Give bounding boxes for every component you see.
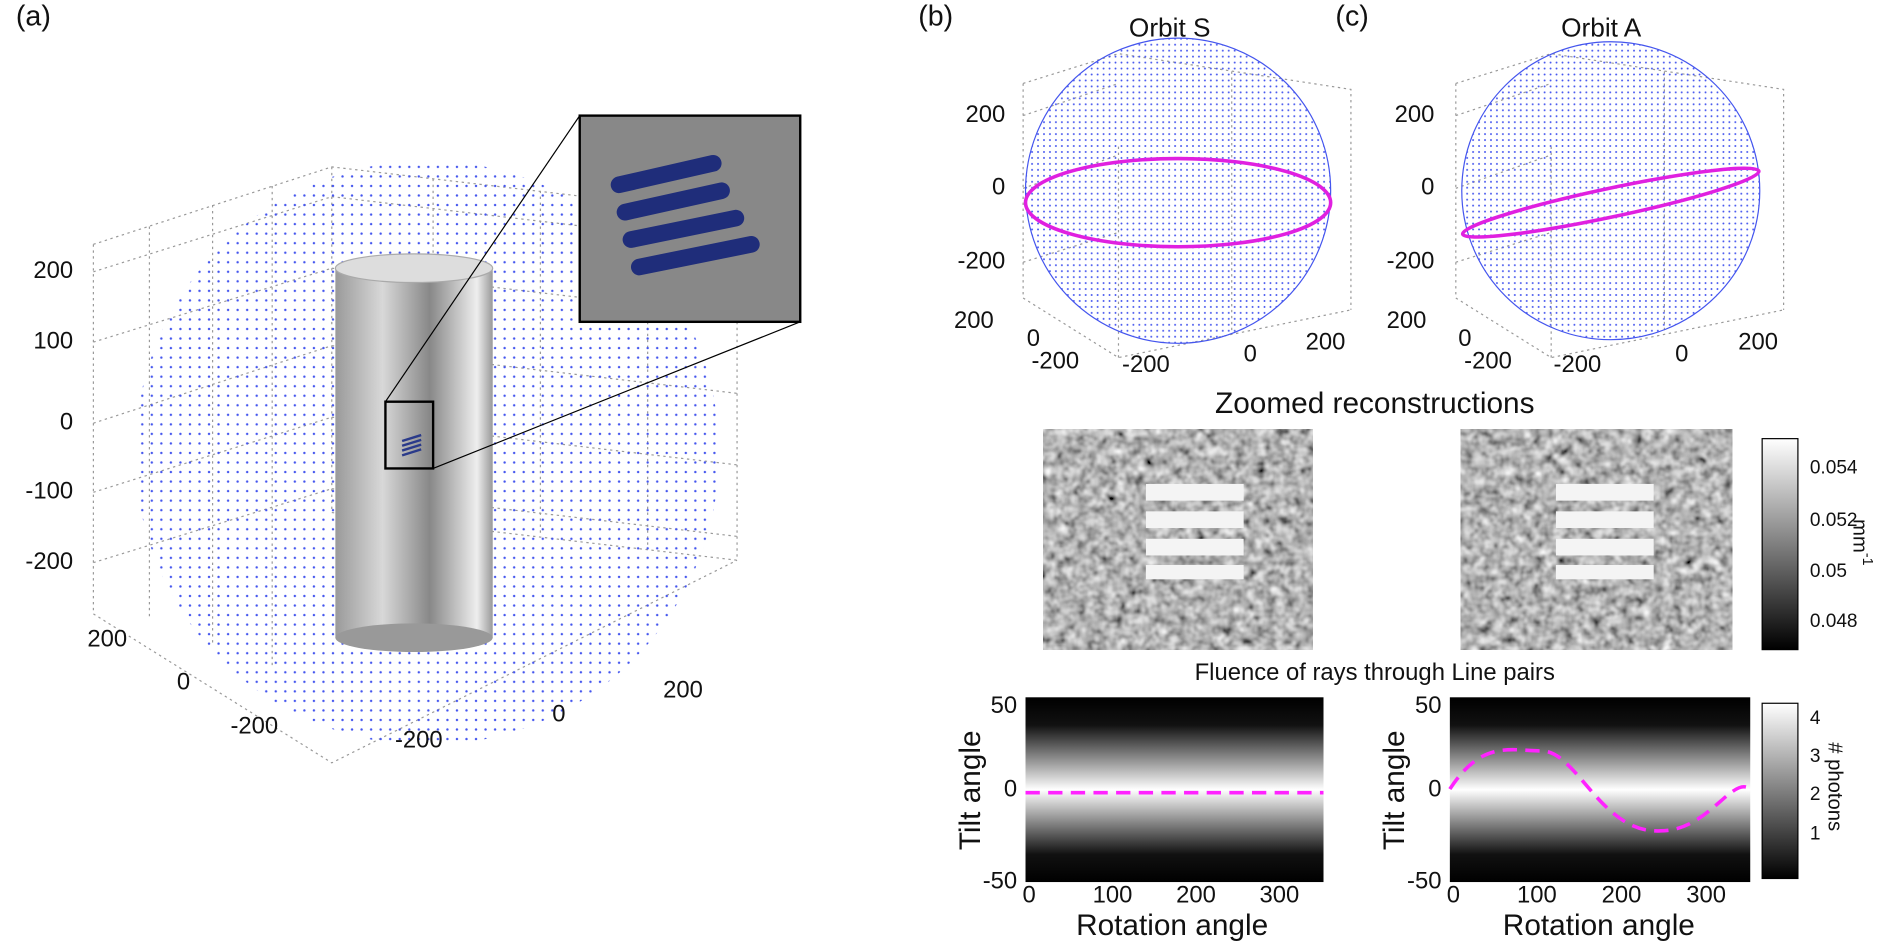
tick-label: 0.05 — [1810, 561, 1847, 582]
cylinder-base — [335, 623, 493, 653]
tick-label: 1 — [1810, 823, 1821, 844]
tick-label: 0 — [1421, 174, 1434, 201]
tick-label: 50 — [1415, 692, 1442, 719]
tick-label: 200 — [1395, 101, 1435, 128]
tick-label: -100 — [25, 478, 73, 505]
section-title: Zoomed reconstructions — [1215, 387, 1534, 420]
tick-label: 200 — [954, 307, 994, 334]
unit-exponent: -1 — [1859, 553, 1875, 566]
tick-label: -200 — [25, 548, 73, 575]
zoom-box — [384, 400, 435, 470]
reconstructions: Zoomed reconstructions 0.054 0.052 0.05 … — [1043, 387, 1875, 651]
panel-label: (a) — [16, 0, 51, 32]
orbit — [1023, 156, 1333, 249]
fluence-map — [1449, 697, 1751, 883]
tick-label: 0.054 — [1810, 457, 1858, 478]
sphere — [1024, 37, 1332, 344]
tick-label: 0 — [1027, 325, 1040, 352]
cylinder-top — [334, 253, 494, 284]
tick-label: 100 — [1517, 882, 1557, 909]
unit: mm — [1848, 519, 1870, 553]
tick-label: 4 — [1810, 708, 1821, 729]
tick-label: 2 — [1810, 784, 1821, 805]
x-ticks: 0 100 200 300 0 100 200 300 — [1022, 882, 1726, 909]
panel-c: (c) Orbit A 200 0 -200 200 0 -200 -200 0… — [1335, 0, 1785, 378]
tick-label: 300 — [1686, 882, 1726, 909]
tick-label: 200 — [33, 257, 73, 284]
zoom-line — [432, 321, 801, 469]
colorbar-unit: mm-1 — [1848, 519, 1875, 566]
tick-label: -50 — [1407, 867, 1441, 894]
fluence-map — [1025, 697, 1324, 883]
tick-label: 200 — [1602, 882, 1642, 909]
sphere — [1461, 41, 1761, 341]
tick-label: -200 — [1031, 348, 1079, 375]
tick-label: 200 — [1387, 307, 1427, 334]
zoom-line — [384, 115, 581, 403]
inset — [578, 114, 802, 324]
colorbar — [1761, 702, 1799, 880]
tick-label: -200 — [1464, 348, 1512, 375]
colorbar — [1761, 438, 1799, 651]
tick-label: 0 — [1022, 882, 1035, 909]
y-axis-label: Tilt angle — [1378, 730, 1411, 850]
tick-label: 0.052 — [1810, 510, 1858, 531]
tick-label: 100 — [33, 327, 73, 354]
tick-label: 0 — [1244, 341, 1257, 368]
tick-label: 50 — [991, 692, 1018, 719]
tick-label: 200 — [663, 677, 703, 704]
panel-a: (a) 200 100 0 -100 -200 200 0 -200 -200 … — [16, 0, 802, 764]
tick-label: 0 — [1675, 341, 1688, 368]
phantom-small — [401, 433, 422, 457]
tick-label: 0 — [60, 408, 73, 435]
x-axis-label: Rotation angle — [1503, 909, 1695, 942]
cylinder — [335, 268, 493, 638]
tick-label: 3 — [1810, 746, 1821, 767]
line-pairs — [1145, 483, 1654, 580]
fluence: Fluence of rays through Line pairs 50 0 … — [954, 659, 1846, 942]
tick-label: 0 — [1004, 776, 1017, 803]
tick-label: 0 — [552, 700, 565, 727]
tick-label: -200 — [1554, 351, 1602, 378]
tick-label: -200 — [1387, 248, 1435, 275]
tick-label: 200 — [1306, 329, 1346, 356]
z-ticks: 200 100 0 -100 -200 — [25, 257, 73, 575]
tick-label: -200 — [1122, 351, 1170, 378]
tick-label: -200 — [395, 727, 443, 754]
tick-label: 200 — [1738, 329, 1778, 356]
tick-label: 200 — [965, 101, 1005, 128]
x-axis-label: Rotation angle — [1076, 909, 1268, 942]
tick-label: 0 — [992, 174, 1005, 201]
panel-title: Orbit A — [1561, 13, 1642, 43]
orbit — [1460, 166, 1761, 239]
z-ticks: 200 0 -200 — [1387, 101, 1435, 275]
panel-title: Orbit S — [1129, 13, 1211, 43]
tick-label: 0 — [1458, 325, 1471, 352]
panel-label: (c) — [1335, 0, 1368, 32]
tick-label: 300 — [1260, 882, 1300, 909]
tick-label: 0 — [1447, 882, 1460, 909]
section-title: Fluence of rays through Line pairs — [1195, 659, 1555, 686]
y-axis-label: Tilt angle — [954, 730, 987, 850]
tick-label: 0 — [177, 668, 190, 695]
tick-label: 200 — [1176, 882, 1216, 909]
colorbar-label: # photons — [1823, 742, 1845, 831]
tick-label: 100 — [1093, 882, 1133, 909]
z-ticks: 200 0 -200 — [958, 101, 1006, 275]
panel-b: (b) Orbit S 200 0 -200 200 0 -200 -200 0… — [918, 0, 1352, 378]
phantom-zoom — [610, 154, 760, 276]
y-ticks: 50 0 -50 50 0 -50 — [983, 692, 1442, 894]
colorbar-ticks: 0.054 0.052 0.05 0.048 — [1810, 457, 1858, 632]
tick-label: -200 — [958, 248, 1006, 275]
tick-label: -200 — [230, 712, 278, 739]
tick-label: 0.048 — [1810, 611, 1858, 632]
tick-label: 200 — [87, 625, 127, 652]
tick-label: 0 — [1428, 776, 1441, 803]
tick-label: -50 — [983, 867, 1017, 894]
panel-label: (b) — [918, 0, 953, 32]
